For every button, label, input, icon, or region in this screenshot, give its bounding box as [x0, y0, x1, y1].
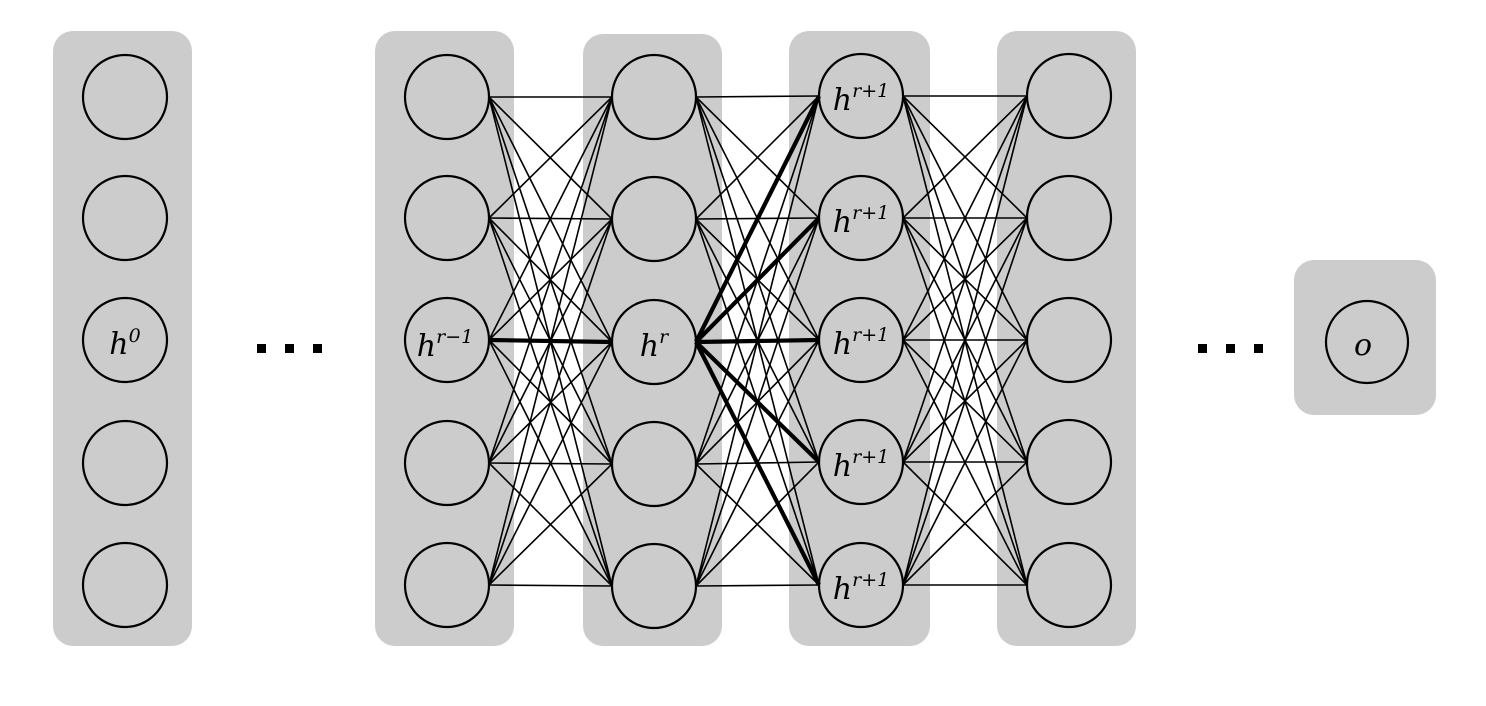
ellipsis-dot	[1226, 344, 1235, 353]
current-node-label-base: h	[640, 329, 659, 364]
next-node-label-base: h	[833, 205, 852, 240]
prev-node-label-sup: r−1	[436, 326, 473, 348]
output-node-label: o	[1354, 328, 1372, 363]
input-node-label-sup: 0	[129, 325, 141, 347]
layer-backgrounds	[53, 31, 1436, 646]
next-node-label-base: h	[833, 572, 852, 607]
ellipsis-left	[257, 344, 322, 353]
next-node-label-base: h	[833, 83, 852, 118]
prev-node-label-base: h	[417, 329, 436, 364]
connections	[489, 96, 1027, 586]
connection	[489, 585, 612, 586]
connection	[696, 96, 819, 97]
next-node-label-sup: r+1	[852, 446, 889, 468]
output-node-label-base: o	[1354, 328, 1372, 363]
next-node-label-sup: r+1	[852, 324, 889, 346]
next-node-label-sup: r+1	[852, 80, 889, 102]
ellipsis-dot	[313, 344, 322, 353]
next-node-label-base: h	[833, 449, 852, 484]
connection	[696, 585, 819, 586]
ellipsis-right	[1198, 344, 1263, 353]
ellipsis-dot	[285, 344, 294, 353]
next-node-label-sup: r+1	[852, 569, 889, 591]
next-node-label-base: h	[833, 327, 852, 362]
ellipsis-dot	[257, 344, 266, 353]
ellipsis-dot	[1254, 344, 1263, 353]
input-node-label-base: h	[109, 327, 128, 362]
ellipsis-dot	[1198, 344, 1207, 353]
next-node-label-sup: r+1	[852, 202, 889, 224]
